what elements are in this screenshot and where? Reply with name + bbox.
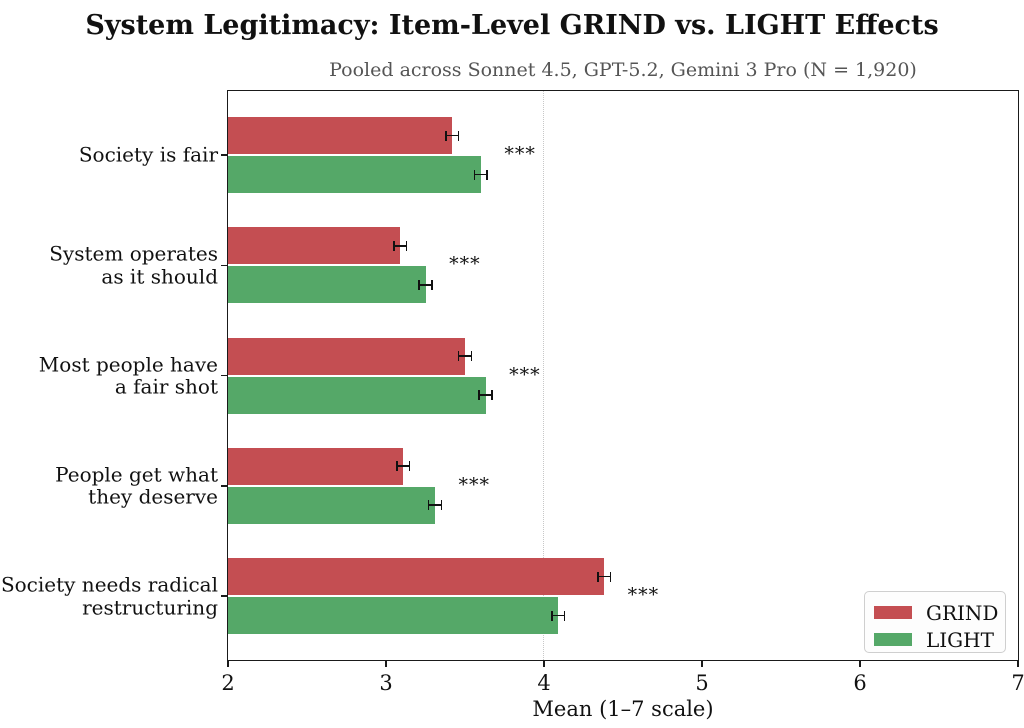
error-bar-cap <box>609 571 612 582</box>
error-bar <box>458 355 472 357</box>
error-bar <box>393 244 407 247</box>
y-axis-label: System operates as it should <box>49 241 218 289</box>
error-bar <box>397 465 410 468</box>
error-bar-cap <box>470 351 473 361</box>
reference-gridline <box>543 91 545 660</box>
chart-subtitle: Pooled across Sonnet 4.5, GPT-5.2, Gemin… <box>329 59 917 81</box>
legend-label: LIGHT <box>926 627 994 652</box>
legend: GRIND LIGHT <box>864 591 1006 653</box>
bar-grind <box>228 337 465 375</box>
error-bar <box>428 504 442 507</box>
error-bar-cap <box>478 390 480 400</box>
x-tick-mark <box>1017 660 1019 667</box>
x-tick-label: 4 <box>537 671 551 695</box>
y-tick-mark <box>221 374 228 377</box>
chart-title: System Legitimacy: Item-Level GRIND vs. … <box>85 10 939 41</box>
error-bar-cap <box>551 610 553 621</box>
error-bar-cap <box>405 240 408 251</box>
significance-marker: *** <box>504 143 536 165</box>
error-bar-cap <box>440 500 443 511</box>
error-bar-cap <box>393 240 395 251</box>
error-bar-cap <box>491 390 493 400</box>
error-bar <box>551 614 565 617</box>
x-tick-label: 3 <box>379 671 393 695</box>
y-axis-label: Most people have a fair shot <box>38 351 218 399</box>
legend-label: GRIND <box>926 600 999 625</box>
significance-marker: *** <box>449 253 481 276</box>
grind-swatch-icon <box>874 606 912 619</box>
bar-grind <box>228 558 605 595</box>
error-bar-cap <box>431 279 433 290</box>
error-bar <box>419 283 432 286</box>
y-tick-mark <box>221 595 228 597</box>
x-tick-mark <box>543 660 545 667</box>
bar-light <box>228 376 486 414</box>
x-tick-label: 7 <box>1011 671 1024 695</box>
error-bar-cap <box>445 130 447 141</box>
significance-marker: *** <box>627 584 660 606</box>
bar-light <box>228 156 481 193</box>
legend-item-light: LIGHT <box>874 626 1005 653</box>
y-axis-label: Society needs radical restructuring <box>0 572 218 619</box>
error-bar-cap <box>457 130 460 141</box>
error-bar <box>479 394 492 396</box>
significance-marker: *** <box>509 363 541 386</box>
bar-light <box>228 486 435 524</box>
error-bar-cap <box>596 571 599 582</box>
error-bar <box>446 134 459 137</box>
bar-grind <box>228 117 453 154</box>
error-bar-cap <box>457 351 460 361</box>
legend-item-grind: GRIND <box>874 599 1005 626</box>
error-bar-cap <box>418 279 420 290</box>
x-tick-label: 5 <box>695 671 709 695</box>
error-bar <box>474 173 488 176</box>
x-tick-mark <box>227 660 229 667</box>
error-bar-cap <box>408 461 411 472</box>
y-tick-mark <box>221 154 228 156</box>
bar-light <box>228 266 426 304</box>
y-tick-mark <box>221 485 228 487</box>
light-swatch-icon <box>874 633 912 646</box>
x-tick-mark <box>701 660 703 667</box>
x-tick-label: 6 <box>853 671 867 695</box>
error-bar-cap <box>396 461 398 472</box>
significance-marker: *** <box>458 473 491 496</box>
x-tick-mark <box>385 660 387 667</box>
error-bar-cap <box>486 169 488 180</box>
error-bar-cap <box>473 169 476 180</box>
error-bar-cap <box>563 610 566 621</box>
bar-light <box>228 597 559 634</box>
y-tick-mark <box>221 264 228 266</box>
error-bar <box>597 575 611 578</box>
y-axis-label: Society is fair <box>78 142 218 167</box>
y-axis-label: People get what they deserve <box>55 462 218 509</box>
bar-grind <box>228 227 401 265</box>
error-bar-cap <box>427 500 430 511</box>
x-axis-label: Mean (1–7 scale) <box>532 697 714 721</box>
x-tick-mark <box>859 660 861 667</box>
x-tick-label: 2 <box>221 671 235 695</box>
bar-grind <box>228 447 404 485</box>
